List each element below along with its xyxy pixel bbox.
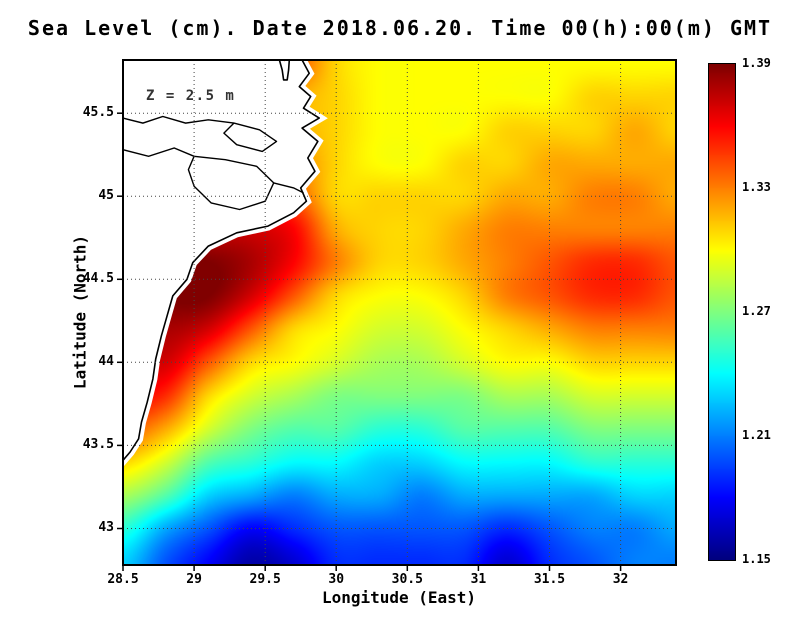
x-axis-title: Longitude (East) — [321, 588, 477, 607]
x-tick-label: 29.5 — [249, 572, 281, 587]
colorbar-tick-label: 1.39 — [742, 56, 771, 70]
x-tick-label: 30 — [328, 572, 345, 587]
colorbar-tick-label: 1.21 — [742, 428, 771, 442]
x-tick-label: 32 — [612, 572, 629, 587]
colorbar-canvas — [708, 63, 736, 561]
chart-title: Sea Level (cm). Date 2018.06.20. Time 00… — [27, 16, 773, 40]
y-tick-label: 43 — [98, 520, 114, 536]
x-tick-label: 31 — [470, 572, 487, 587]
x-tick-label: 30.5 — [391, 572, 423, 587]
colorbar-tick-label: 1.33 — [742, 180, 771, 194]
y-tick-label: 45.5 — [82, 105, 114, 121]
x-tick-label: 28.5 — [107, 572, 139, 587]
depth-annotation: Z = 2.5 m — [146, 88, 236, 104]
heatmap-canvas — [123, 60, 676, 565]
colorbar-tick-label: 1.27 — [742, 304, 771, 318]
y-axis-title: Latitude (North) — [70, 234, 90, 390]
y-tick-label: 45 — [98, 188, 114, 204]
x-tick-label: 31.5 — [533, 572, 566, 587]
colorbar-tick-label: 1.15 — [742, 552, 771, 566]
x-tick-label: 29 — [186, 572, 202, 587]
y-tick-label: 43.5 — [82, 437, 114, 453]
